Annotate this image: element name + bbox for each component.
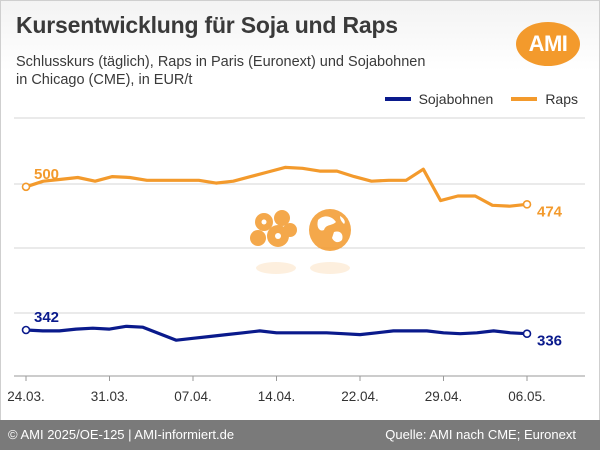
end-marker <box>522 329 532 338</box>
end-marker <box>522 200 532 209</box>
legend-swatch-raps <box>511 97 538 101</box>
start-value-label: 342 <box>34 309 59 326</box>
footer-bar: © AMI 2025/OE-125 | AMI-informiert.de Qu… <box>0 420 600 450</box>
legend-label-soja: Sojabohnen <box>418 91 494 107</box>
flower-icon <box>250 210 297 247</box>
watermark-icons <box>250 209 351 274</box>
chart-title: Kursentwicklung für Soja und Raps <box>16 12 398 38</box>
start-marker <box>21 182 31 192</box>
legend-swatch-soja <box>384 97 411 101</box>
footer-copyright: © AMI 2025/OE-125 | AMI-informiert.de <box>8 427 235 442</box>
chart-grid <box>14 117 585 377</box>
x-tick-label: 22.04. <box>341 389 379 404</box>
chart-legend: Sojabohnen Raps <box>367 91 578 107</box>
x-tick-label: 06.05. <box>508 389 546 404</box>
globe-icon <box>309 209 351 251</box>
x-tick-label: 29.04. <box>425 389 463 404</box>
chart-lines <box>21 165 532 342</box>
x-tick-label: 07.04. <box>174 389 212 404</box>
chart-subtitle: Schlusskurs (täglich), Raps in Paris (Eu… <box>16 54 426 88</box>
x-tick-label: 31.03. <box>91 389 129 404</box>
footer-source: Quelle: AMI nach CME; Euronext <box>385 427 576 442</box>
series-line-soja <box>24 324 529 342</box>
chart-plot: 342 336 500 474 24.03. 31.03. 07.04. 14.04. 22.… <box>7 117 585 404</box>
watermark-reflection <box>256 262 350 274</box>
x-tick-label: 14.04. <box>258 389 296 404</box>
end-value-label: 336 <box>537 333 562 350</box>
chart-value-labels: 342 336 500 474 <box>34 166 563 350</box>
start-marker <box>21 325 31 335</box>
end-value-label: 474 <box>537 203 563 220</box>
legend-item-raps: Raps <box>511 91 578 107</box>
legend-item-soja: Sojabohnen <box>384 91 494 107</box>
series-line-raps <box>24 165 529 208</box>
ami-logo: AMI <box>516 22 580 66</box>
start-value-label: 500 <box>34 166 59 183</box>
x-axis-ticks: 24.03. 31.03. 07.04. 14.04. 22.04. 29.04. 06.0… <box>7 376 546 404</box>
legend-label-raps: Raps <box>545 91 578 107</box>
x-tick-label: 24.03. <box>7 389 45 404</box>
